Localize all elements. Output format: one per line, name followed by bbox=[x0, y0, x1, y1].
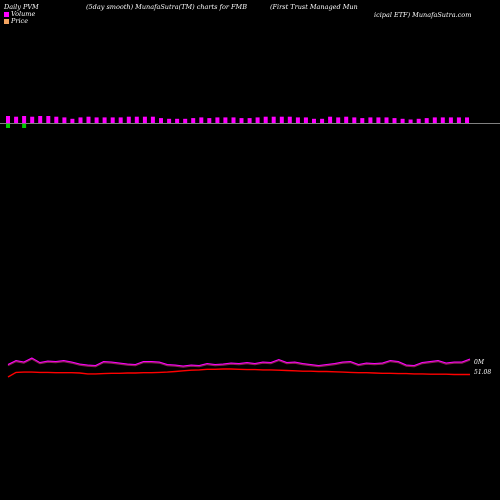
volume-bar bbox=[255, 117, 260, 123]
volume-bar bbox=[207, 118, 212, 123]
volume-bar bbox=[408, 119, 413, 123]
volume-bar bbox=[328, 116, 333, 123]
legend-item-price: Price bbox=[4, 17, 28, 25]
volume-bar bbox=[376, 117, 381, 123]
chart-title-right-cont: icipal ETF) MunafaSutra.com bbox=[374, 11, 472, 19]
volume-bar bbox=[344, 116, 349, 123]
volume-bar bbox=[416, 118, 421, 123]
price-axis-label: 51.08 bbox=[474, 369, 491, 376]
volume-bar bbox=[271, 116, 276, 123]
price-line bbox=[7, 368, 470, 378]
volume-down-markers bbox=[6, 124, 27, 128]
volume-bar bbox=[360, 118, 365, 123]
volume-bar bbox=[70, 118, 75, 123]
volume-bar bbox=[215, 117, 220, 123]
volume-bar bbox=[191, 118, 196, 123]
volume-bar bbox=[295, 117, 300, 123]
volume-bar bbox=[199, 117, 204, 123]
legend-swatch-price bbox=[4, 18, 9, 24]
chart-title-right: (First Trust Managed Mun bbox=[270, 3, 358, 11]
volume-bar bbox=[352, 117, 357, 123]
volume-bar bbox=[6, 116, 10, 123]
volume-bar bbox=[38, 116, 43, 123]
volume-bar bbox=[118, 117, 123, 123]
volume-bar bbox=[183, 118, 188, 123]
volume-bar bbox=[400, 118, 405, 123]
volume-bar bbox=[279, 116, 284, 123]
volume-bar bbox=[134, 116, 139, 123]
volume-bar bbox=[110, 117, 115, 123]
volume-bar bbox=[440, 117, 445, 123]
volume-bar bbox=[62, 117, 67, 123]
volume-bar bbox=[86, 116, 91, 123]
volume-bar bbox=[142, 116, 147, 123]
volume-bar bbox=[54, 116, 59, 123]
volume-bar bbox=[448, 117, 453, 123]
volume-bar bbox=[231, 117, 236, 123]
volume-bar bbox=[46, 116, 51, 123]
volume-bar bbox=[94, 117, 99, 123]
volume-bars bbox=[6, 116, 469, 123]
volume-bar bbox=[456, 117, 461, 123]
volume-bar bbox=[287, 116, 292, 123]
legend-swatch-volume bbox=[4, 11, 9, 17]
volume-bar bbox=[78, 117, 83, 123]
legend-label-volume: Volume bbox=[11, 10, 36, 18]
volume-bar bbox=[126, 116, 131, 123]
volume-bar bbox=[14, 116, 19, 123]
chart-title-main: (5day smooth) MunafaSutra(TM) charts for… bbox=[86, 3, 247, 11]
legend-label-price: Price bbox=[11, 17, 29, 25]
volume-bar bbox=[384, 117, 389, 123]
chart-title-left: Daily PVM bbox=[4, 3, 39, 11]
legend-item-volume: Volume bbox=[4, 10, 35, 18]
volume-bar bbox=[368, 117, 373, 123]
volume-bar bbox=[263, 116, 268, 123]
volume-bar bbox=[30, 116, 35, 123]
volume-bar bbox=[102, 117, 107, 123]
volume-bar bbox=[175, 118, 180, 123]
volume-down-marker bbox=[6, 124, 10, 128]
volume-bar bbox=[223, 117, 228, 123]
volume-bar bbox=[167, 118, 172, 123]
volume-bar bbox=[392, 118, 397, 123]
volume-line bbox=[7, 357, 471, 367]
volume-bar bbox=[22, 116, 27, 123]
volume-bar bbox=[159, 118, 163, 123]
volume-bar bbox=[150, 116, 155, 123]
volume-axis-label: 0M bbox=[474, 359, 485, 366]
volume-line-shadow bbox=[7, 358, 471, 368]
volume-bar bbox=[312, 118, 316, 123]
volume-bar bbox=[465, 117, 469, 123]
volume-bar bbox=[336, 117, 341, 123]
volume-bar bbox=[432, 117, 437, 123]
volume-down-marker bbox=[22, 124, 27, 128]
volume-bar bbox=[239, 118, 244, 123]
volume-bar bbox=[303, 117, 308, 123]
volume-bar bbox=[247, 118, 252, 123]
volume-bar bbox=[320, 118, 325, 123]
volume-bar bbox=[424, 118, 429, 123]
